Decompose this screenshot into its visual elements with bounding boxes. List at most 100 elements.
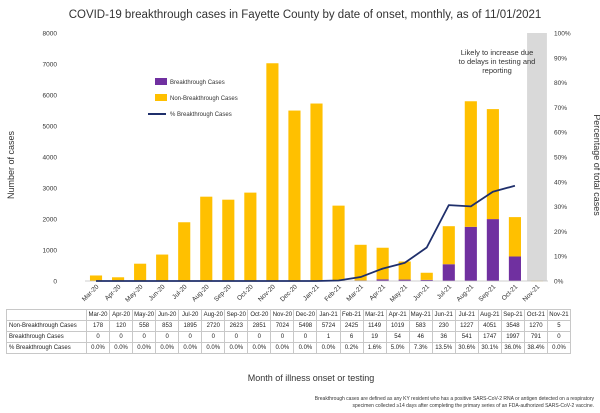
x-tick-label: Oct-21 xyxy=(501,283,520,302)
table-cell: 54 xyxy=(385,331,410,343)
bar-non-breakthrough xyxy=(266,63,279,282)
x-tick-label: Sep-21 xyxy=(478,283,498,303)
table-cell: 583 xyxy=(408,320,433,332)
y2-axis-title: Percentage of total cases xyxy=(592,114,600,216)
table-header-cell: Feb-21 xyxy=(339,309,364,321)
x-tick-label: May-21 xyxy=(389,283,410,304)
y2-tick-label: 40% xyxy=(554,179,567,186)
table-cell: 2720 xyxy=(201,320,226,332)
table-header-cell: Nov-20 xyxy=(270,309,295,321)
table-cell: 0.0% xyxy=(109,342,134,354)
y2-tick-label: 100% xyxy=(554,31,571,38)
bar-non-breakthrough xyxy=(178,222,191,281)
y-tick-label: 8000 xyxy=(43,31,58,38)
table-header-cell: Oct-21 xyxy=(523,309,548,321)
y-tick-label: 7000 xyxy=(43,62,58,69)
table-header-cell: Jan-21 xyxy=(316,309,341,321)
bar-non-breakthrough xyxy=(398,261,411,280)
table-cell: 4051 xyxy=(477,320,502,332)
table-cell: 30.6% xyxy=(454,342,479,354)
table-cell: 0 xyxy=(247,331,272,343)
x-tick-label: Dec-20 xyxy=(279,283,299,303)
x-tick-label: Aug-21 xyxy=(455,283,475,303)
data-table: Mar-20 Apr-20 May-20 Jun-20 Jul-20 Aug-20 Sep-… xyxy=(6,309,571,354)
series-line-percent-breakthrough xyxy=(96,184,516,282)
bar-non-breakthrough xyxy=(112,277,125,281)
bar-non-breakthrough xyxy=(134,263,147,281)
bar-non-breakthrough xyxy=(156,254,169,281)
table-cell: 30.1% xyxy=(477,342,502,354)
table-cell: 1149 xyxy=(362,320,387,332)
table-cell: 0 xyxy=(132,331,157,343)
x-tick-label: Nov-21 xyxy=(522,283,542,303)
table-header-cell: Aug-21 xyxy=(477,309,502,321)
legend-label: % Breakthrough Cases xyxy=(170,112,232,118)
table-cell: 7024 xyxy=(270,320,295,332)
y2-tick-label: 80% xyxy=(554,80,567,87)
table-header-cell: Oct-20 xyxy=(247,309,272,321)
table-row: % Breakthrough Cases 0.0% 0.0% 0.0% 0.0% 0.0%… xyxy=(6,342,571,354)
table-cell: 0.0% xyxy=(316,342,341,354)
table-header-cell: Apr-21 xyxy=(385,309,410,321)
table-cell: 0 xyxy=(293,331,318,343)
table-header-cell: May-21 xyxy=(408,309,433,321)
x-tick-label: Apr-21 xyxy=(368,283,387,302)
table-cell: 0 xyxy=(155,331,180,343)
legend: Breakthrough Cases Non-Breakthrough Cases… xyxy=(148,78,238,118)
x-tick-label: Oct-20 xyxy=(236,283,255,302)
table-cell: 853 xyxy=(155,320,180,332)
bar-breakthrough xyxy=(376,279,389,281)
bar-breakthrough xyxy=(420,279,433,281)
table-cell: 5.0% xyxy=(385,342,410,354)
table-row-label: % Breakthrough Cases xyxy=(6,342,87,354)
table-header-cell: Jun-20 xyxy=(155,309,180,321)
bar-non-breakthrough xyxy=(200,196,213,281)
legend-label: Breakthrough Cases xyxy=(170,80,225,86)
y-axis-title: Number of cases xyxy=(6,130,16,199)
y2-tick-label: 10% xyxy=(554,254,567,261)
table-cell: 38.4% xyxy=(523,342,548,354)
table-cell: 36.0% xyxy=(500,342,525,354)
bar-non-breakthrough xyxy=(508,217,521,257)
footnote-line: Breakthrough cases are defined as any KY… xyxy=(315,396,595,402)
table-cell: 1019 xyxy=(385,320,410,332)
table-header-cell: Aug-20 xyxy=(201,309,226,321)
table-cell: 791 xyxy=(523,331,548,343)
table-cell: 1270 xyxy=(523,320,548,332)
shaded-region xyxy=(527,33,547,281)
table-cell: 0.0% xyxy=(132,342,157,354)
bar-breakthrough xyxy=(486,219,499,281)
x-tick-label: Mar-21 xyxy=(345,283,365,303)
footnote-line: specimen collected ≥14 days after comple… xyxy=(353,403,594,409)
y-tick-label: 3000 xyxy=(43,186,58,193)
table-cell: 0.0% xyxy=(546,342,571,354)
table-header-cell: Jul-21 xyxy=(454,309,479,321)
x-tick-label: Mar-20 xyxy=(81,283,101,303)
legend-label: Non-Breakthrough Cases xyxy=(170,96,238,102)
table-cell: 120 xyxy=(109,320,134,332)
bar-non-breakthrough xyxy=(310,103,323,281)
y-tick-label: 4000 xyxy=(43,155,58,162)
table-header-row: Mar-20 Apr-20 May-20 Jun-20 Jul-20 Aug-20 Sep-… xyxy=(6,309,571,321)
bar-non-breakthrough xyxy=(376,247,389,280)
y2-tick-label: 70% xyxy=(554,105,567,112)
bar-non-breakthrough xyxy=(442,226,455,265)
table-cell: 0.0% xyxy=(270,342,295,354)
table-cell: 46 xyxy=(408,331,433,343)
table-header-cell: Dec-20 xyxy=(293,309,318,321)
bar-breakthrough xyxy=(442,264,455,281)
legend-swatch xyxy=(155,78,167,85)
annotation-line: Likely to increase due xyxy=(461,48,534,57)
table-cell: 2851 xyxy=(247,320,272,332)
bar-non-breakthrough xyxy=(288,110,301,281)
y-tick-label: 6000 xyxy=(43,93,58,100)
table-cell: 0.0% xyxy=(293,342,318,354)
table-cell: 0.0% xyxy=(178,342,203,354)
y2-tick-label: 90% xyxy=(554,55,567,62)
table-cell: 0 xyxy=(224,331,249,343)
bar-non-breakthrough xyxy=(222,199,235,281)
table-row-label: Breakthrough Cases xyxy=(6,331,87,343)
bar-non-breakthrough xyxy=(332,205,345,281)
